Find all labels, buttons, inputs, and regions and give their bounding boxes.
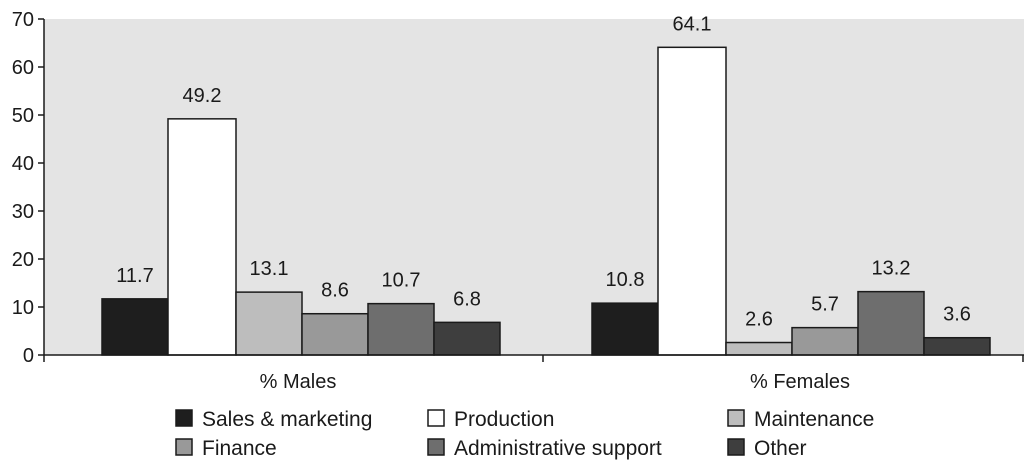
legend-item-other: Other bbox=[727, 437, 807, 460]
legend: Sales & marketing Production Maintenance Fi… bbox=[175, 408, 874, 460]
bar-sales-marketing-males bbox=[101, 298, 169, 356]
legend-swatch bbox=[175, 438, 193, 456]
legend-label: Administrative support bbox=[454, 437, 662, 460]
y-tick-label: 50 bbox=[12, 105, 34, 127]
legend-swatch bbox=[427, 438, 445, 456]
bar-maintenance-males bbox=[235, 291, 303, 356]
data-label: 13.2 bbox=[872, 258, 911, 280]
legend-swatch bbox=[427, 409, 445, 427]
data-label: 6.8 bbox=[453, 288, 481, 310]
y-tick-label: 30 bbox=[12, 201, 34, 223]
bar-production-males bbox=[167, 118, 237, 356]
bar-other-females bbox=[923, 336, 991, 356]
bar-administrative-support-males bbox=[367, 302, 435, 356]
data-label: 10.8 bbox=[606, 269, 645, 291]
legend-swatch bbox=[727, 438, 745, 456]
data-label: 11.7 bbox=[116, 265, 153, 287]
y-tick-label: 0 bbox=[23, 345, 34, 367]
legend-item-finance: Finance bbox=[175, 437, 277, 460]
data-label: 5.7 bbox=[811, 294, 839, 316]
data-label: 2.6 bbox=[745, 309, 773, 331]
legend-swatch bbox=[727, 409, 745, 427]
data-label: 10.7 bbox=[382, 270, 421, 292]
bar-finance-males bbox=[301, 312, 369, 356]
data-label: 49.2 bbox=[183, 85, 222, 107]
x-axis: % Males % Females bbox=[43, 355, 1024, 393]
legend-item-maintenance: Maintenance bbox=[727, 408, 874, 431]
legend-label: Finance bbox=[202, 437, 277, 460]
y-tick-label: 10 bbox=[12, 297, 34, 319]
y-tick-label: 70 bbox=[12, 9, 34, 31]
legend-item-production: Production bbox=[427, 408, 554, 431]
y-tick-label: 20 bbox=[12, 249, 34, 271]
legend-label: Maintenance bbox=[754, 408, 874, 431]
data-labels: 11.7 49.2 13.1 8.6 10.7 6.8 10.8 64.1 2.6 5.7 13.2… bbox=[116, 13, 971, 330]
y-tick-label: 40 bbox=[12, 153, 34, 175]
legend-item-sales-marketing: Sales & marketing bbox=[175, 408, 372, 431]
bar-finance-females bbox=[791, 326, 859, 356]
data-label: 13.1 bbox=[250, 258, 289, 280]
bar-administrative-support-females bbox=[857, 290, 925, 356]
x-category-label: % Males bbox=[260, 371, 337, 393]
y-axis: 0 10 20 30 40 50 60 70 bbox=[12, 9, 44, 367]
y-tick-label: 60 bbox=[12, 57, 34, 79]
bar-sales-marketing-females bbox=[591, 302, 659, 356]
data-label: 8.6 bbox=[321, 280, 349, 302]
data-label: 3.6 bbox=[943, 304, 971, 326]
legend-label: Sales & marketing bbox=[202, 408, 372, 431]
data-label: 64.1 bbox=[673, 13, 712, 35]
bar-other-males bbox=[433, 321, 501, 356]
bar-production-females bbox=[657, 46, 727, 356]
legend-label: Other bbox=[754, 437, 807, 460]
bar-maintenance-females bbox=[725, 341, 793, 356]
legend-label: Production bbox=[454, 408, 554, 431]
legend-item-administrative-support: Administrative support bbox=[427, 437, 662, 460]
legend-swatch bbox=[175, 409, 193, 427]
bars-layer bbox=[101, 46, 991, 356]
x-category-label: % Females bbox=[750, 371, 850, 393]
